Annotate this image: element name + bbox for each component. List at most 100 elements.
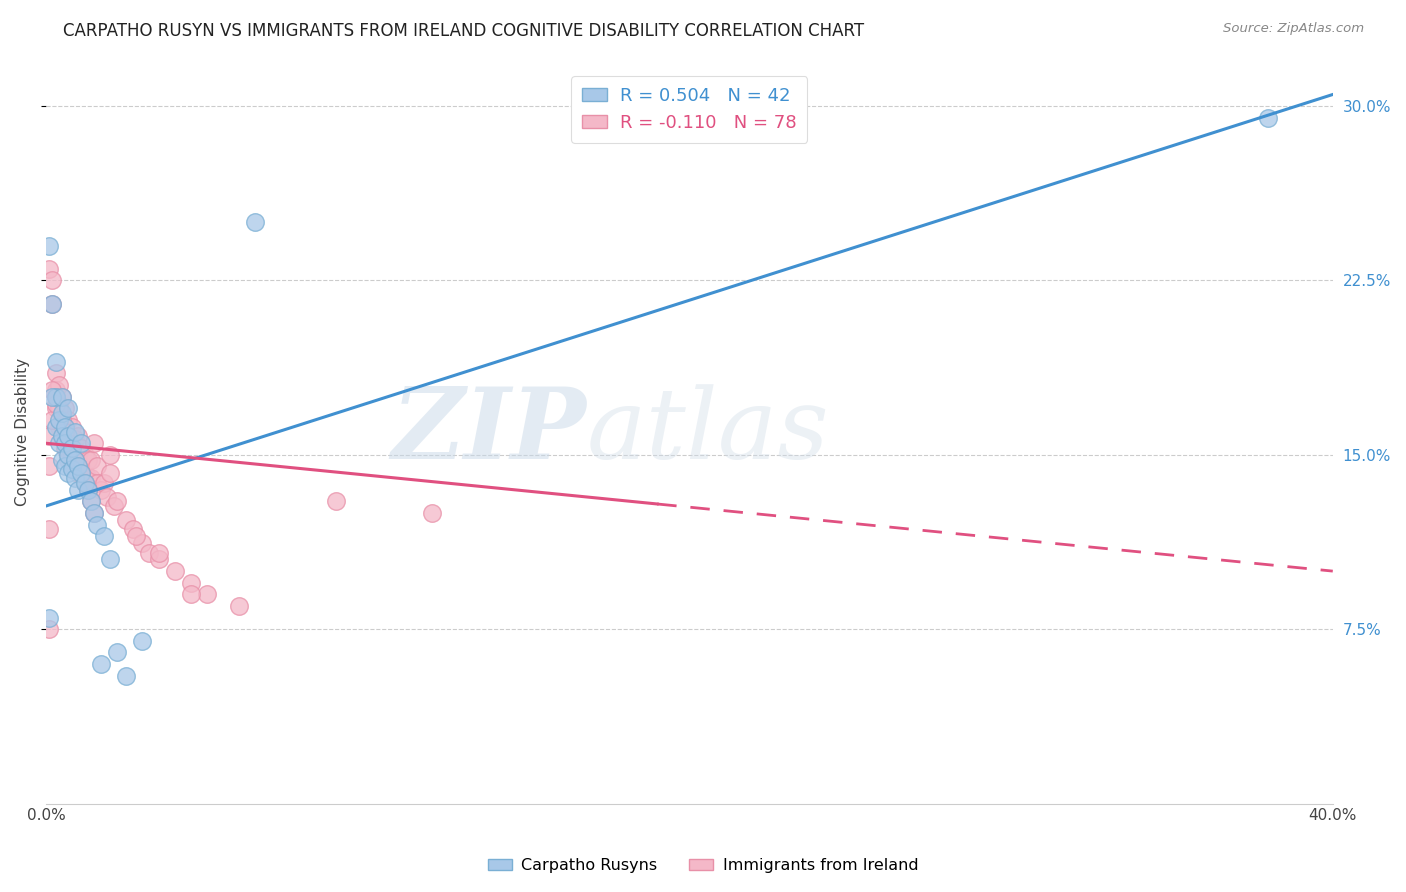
Point xyxy=(63,452,86,467)
Point xyxy=(53,425,76,439)
Point xyxy=(53,401,76,416)
Point xyxy=(131,536,153,550)
Point xyxy=(63,452,86,467)
Point xyxy=(67,459,90,474)
Point xyxy=(180,575,202,590)
Point xyxy=(76,452,98,467)
Point xyxy=(325,494,347,508)
Point xyxy=(90,657,112,672)
Point xyxy=(41,413,63,427)
Point xyxy=(48,420,70,434)
Text: atlas: atlas xyxy=(586,384,830,479)
Point xyxy=(60,448,83,462)
Point xyxy=(163,564,186,578)
Point xyxy=(51,413,73,427)
Point xyxy=(243,215,266,229)
Point xyxy=(138,545,160,559)
Point xyxy=(228,599,250,613)
Point xyxy=(86,475,108,490)
Point xyxy=(48,378,70,392)
Point xyxy=(41,297,63,311)
Point xyxy=(60,457,83,471)
Point xyxy=(60,462,83,476)
Point xyxy=(38,522,60,536)
Point xyxy=(103,499,125,513)
Point xyxy=(86,459,108,474)
Point xyxy=(80,452,103,467)
Point xyxy=(53,420,76,434)
Point xyxy=(70,436,93,450)
Point xyxy=(63,452,86,467)
Point xyxy=(45,383,67,397)
Point xyxy=(60,420,83,434)
Point xyxy=(58,436,80,450)
Point xyxy=(58,401,80,416)
Point xyxy=(58,448,80,462)
Point xyxy=(51,409,73,423)
Point xyxy=(76,483,98,497)
Legend: R = 0.504   N = 42, R = -0.110   N = 78: R = 0.504 N = 42, R = -0.110 N = 78 xyxy=(571,76,807,143)
Point xyxy=(41,273,63,287)
Point xyxy=(67,467,90,481)
Point xyxy=(80,494,103,508)
Point xyxy=(51,429,73,443)
Point xyxy=(38,459,60,474)
Point xyxy=(53,420,76,434)
Point xyxy=(38,610,60,624)
Point xyxy=(53,441,76,455)
Text: ZIP: ZIP xyxy=(391,384,586,480)
Point xyxy=(73,467,96,481)
Point xyxy=(60,441,83,455)
Point xyxy=(420,506,443,520)
Point xyxy=(67,448,90,462)
Point xyxy=(38,261,60,276)
Point xyxy=(67,429,90,443)
Point xyxy=(58,413,80,427)
Point xyxy=(51,390,73,404)
Point xyxy=(51,406,73,420)
Point xyxy=(63,471,86,485)
Point xyxy=(63,425,86,439)
Point xyxy=(58,429,80,443)
Point xyxy=(58,467,80,481)
Point xyxy=(105,494,128,508)
Point xyxy=(70,441,93,455)
Point xyxy=(38,429,60,443)
Point xyxy=(51,390,73,404)
Point xyxy=(83,506,105,520)
Point xyxy=(96,490,118,504)
Point xyxy=(38,622,60,636)
Point xyxy=(45,401,67,416)
Point xyxy=(45,355,67,369)
Point xyxy=(48,401,70,416)
Point xyxy=(53,436,76,450)
Legend: Carpatho Rusyns, Immigrants from Ireland: Carpatho Rusyns, Immigrants from Ireland xyxy=(481,852,925,880)
Point xyxy=(1257,111,1279,125)
Point xyxy=(131,633,153,648)
Point xyxy=(41,383,63,397)
Point xyxy=(76,471,98,485)
Point xyxy=(60,439,83,453)
Point xyxy=(63,432,86,446)
Point xyxy=(58,452,80,467)
Point xyxy=(195,587,218,601)
Point xyxy=(86,517,108,532)
Point xyxy=(41,297,63,311)
Point xyxy=(70,467,93,481)
Point xyxy=(45,397,67,411)
Point xyxy=(70,467,93,481)
Point xyxy=(115,669,138,683)
Point xyxy=(51,452,73,467)
Point xyxy=(121,522,143,536)
Point xyxy=(148,545,170,559)
Point xyxy=(70,459,93,474)
Point xyxy=(73,475,96,490)
Point xyxy=(83,506,105,520)
Point xyxy=(98,448,121,462)
Point xyxy=(80,471,103,485)
Y-axis label: Cognitive Disability: Cognitive Disability xyxy=(15,358,30,506)
Point xyxy=(58,432,80,446)
Point xyxy=(73,475,96,490)
Point xyxy=(76,483,98,497)
Point xyxy=(125,529,148,543)
